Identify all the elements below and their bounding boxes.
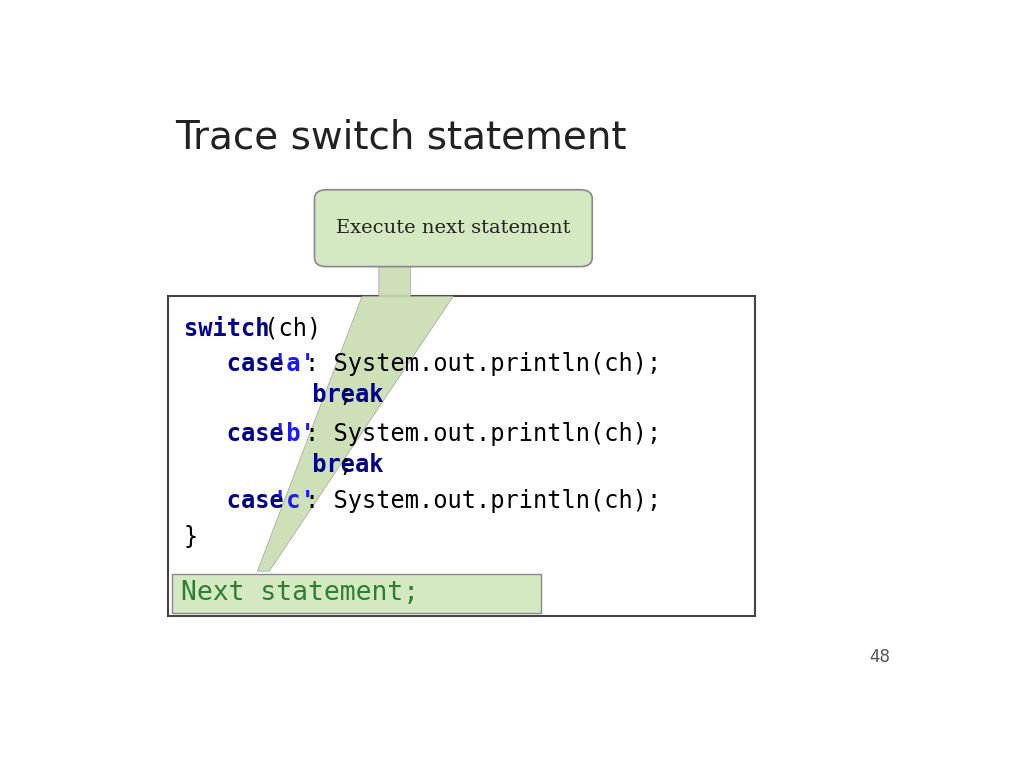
Polygon shape: [257, 258, 454, 571]
Text: }: }: [183, 525, 198, 549]
FancyBboxPatch shape: [168, 296, 755, 615]
FancyBboxPatch shape: [172, 574, 541, 613]
Text: (ch): (ch): [250, 316, 322, 341]
Text: ;: ;: [338, 452, 352, 477]
Text: case: case: [183, 489, 284, 513]
FancyBboxPatch shape: [314, 190, 592, 266]
Text: case: case: [183, 353, 284, 376]
Text: : System.out.println(ch);: : System.out.println(ch);: [305, 422, 662, 446]
Text: case: case: [183, 422, 284, 446]
Text: 48: 48: [868, 647, 890, 666]
Text: break: break: [183, 452, 383, 477]
Text: Next statement;: Next statement;: [181, 581, 419, 607]
Text: : System.out.println(ch);: : System.out.println(ch);: [305, 353, 662, 376]
Text: 'a': 'a': [272, 353, 314, 376]
Text: switch: switch: [183, 316, 269, 341]
Text: break: break: [183, 383, 383, 407]
Text: 'c': 'c': [272, 489, 314, 513]
Text: 'b': 'b': [272, 422, 314, 446]
Text: ;: ;: [338, 383, 352, 407]
Text: Trace switch statement: Trace switch statement: [176, 119, 627, 157]
Text: Execute next statement: Execute next statement: [336, 219, 570, 237]
Text: : System.out.println(ch);: : System.out.println(ch);: [305, 489, 662, 513]
